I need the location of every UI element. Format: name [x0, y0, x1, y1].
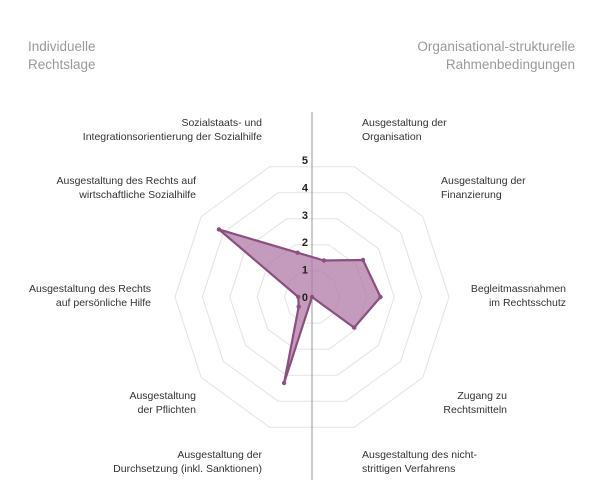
axis-label-9-line-0: Sozialstaats- und — [181, 117, 262, 129]
right-corner-line-1: Organisational-strukturelle — [417, 39, 575, 54]
axis-label-9: Sozialstaats- und Integrationsorientierun… — [83, 117, 262, 143]
axis-label-1: Ausgestaltung der Finanzierung — [441, 175, 526, 201]
left-corner-label: Individuelle Rechtslage — [28, 38, 178, 74]
tick-label-5: 5 — [302, 155, 308, 167]
axis-label-0: Ausgestaltung der Organisation — [362, 117, 447, 143]
radar-tick-labels: 0 1 2 3 4 5 — [302, 155, 309, 304]
axis-label-3-line-0: Zugang zu — [457, 390, 507, 402]
axis-label-0-line-1: Organisation — [362, 131, 422, 143]
axis-label-1-line-0: Ausgestaltung der — [441, 175, 526, 187]
axis-label-4: Ausgestaltung des nicht-strittigen Verfa… — [362, 449, 477, 475]
grid-ring-4 — [201, 192, 423, 402]
data-point-9 — [295, 250, 300, 255]
data-point-0 — [321, 258, 327, 263]
tick-label-3: 3 — [302, 210, 308, 222]
axis-label-5: Ausgestaltung der Durchsetzung (inkl. San… — [113, 449, 262, 475]
left-corner-line-1: Individuelle — [28, 39, 96, 54]
right-corner-line-2: Rahmenbedingungen — [445, 57, 575, 72]
axis-label-7-line-1: auf persönliche Hilfe — [56, 297, 151, 309]
axis-label-1-line-1: Finanzierung — [441, 189, 502, 201]
radar-axis-labels: Ausgestaltung der OrganisationAusgestaltu… — [29, 117, 566, 475]
tick-label-4: 4 — [302, 182, 309, 194]
data-point-2 — [378, 294, 383, 300]
axis-label-5-line-1: Durchsetzung (inkl. Sanktionen) — [113, 463, 262, 475]
axis-label-8-line-1: wirtschaftliche Sozialhilfe — [78, 189, 196, 201]
data-point-3 — [351, 325, 357, 330]
data-point-7 — [296, 294, 301, 300]
data-point-4 — [309, 294, 315, 300]
axis-label-8: Ausgestaltung des Rechts auf wirtschaftli… — [56, 175, 196, 201]
axis-label-4-line-1: strittigen Verfahrens — [362, 463, 455, 475]
axis-label-3: Zugang zu Rechtsmitteln — [443, 390, 507, 416]
axis-label-3-line-1: Rechtsmitteln — [443, 404, 507, 416]
radar-series — [216, 227, 383, 386]
axis-label-0-line-0: Ausgestaltung der — [362, 117, 447, 129]
axis-label-7-line-0: Ausgestaltung des Rechts — [29, 283, 151, 295]
grid-ring-5 — [174, 166, 450, 428]
tick-label-2: 2 — [302, 237, 308, 249]
left-corner-line-2: Rechtslage — [28, 57, 96, 72]
data-point-1 — [360, 257, 366, 263]
axis-label-2-line-1: im Rechtsschutz — [489, 297, 566, 309]
data-point-6 — [296, 304, 301, 309]
axis-label-7: Ausgestaltung des Rechts auf persönliche … — [29, 283, 151, 309]
axis-label-6-line-1: der Pflichten — [138, 404, 197, 416]
tick-label-0: 0 — [302, 292, 308, 304]
data-point-8 — [216, 227, 222, 232]
axis-label-5-line-0: Ausgestaltung der — [177, 449, 262, 461]
axis-label-4-line-0: Ausgestaltung des nicht- — [362, 449, 477, 461]
data-point-5 — [281, 380, 287, 386]
axis-label-8-line-0: Ausgestaltung des Rechts auf — [56, 175, 196, 187]
axis-label-9-line-1: Integrationsorientierung der Sozialhilfe — [83, 131, 262, 143]
axis-label-6: Ausgestaltung der Pflichten — [129, 390, 196, 416]
axis-label-6-line-0: Ausgestaltung — [129, 390, 196, 402]
right-corner-label: Organisational-strukturelle Rahmenbeding… — [375, 38, 575, 74]
tick-label-1: 1 — [302, 265, 308, 277]
axis-label-2: Begleitmassnahmen im Rechtsschutz — [471, 283, 566, 309]
axis-label-2-line-0: Begleitmassnahmen — [471, 283, 566, 295]
